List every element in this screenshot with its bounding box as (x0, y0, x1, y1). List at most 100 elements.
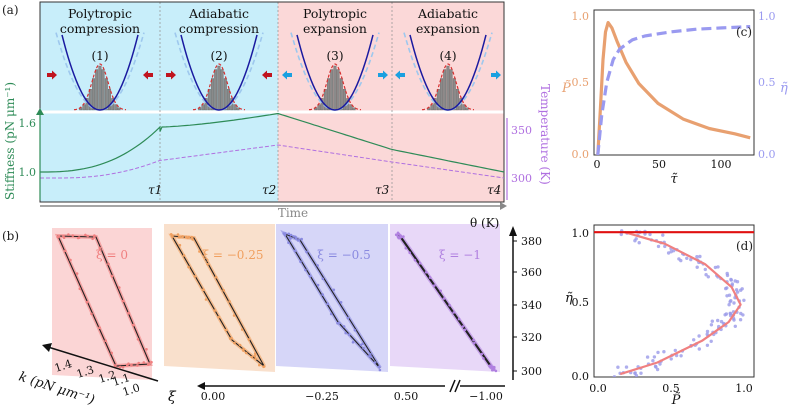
loop-xi-0-point (132, 323, 135, 327)
stage-1-gaussian (73, 63, 127, 111)
loop-xi-0-point (118, 286, 121, 289)
stage-2-parabola (180, 34, 258, 111)
d-scatter-point (648, 232, 652, 237)
stage-4-gaussian (421, 63, 475, 111)
d-scatter-point (653, 364, 658, 368)
loop-xi-025-point (190, 236, 194, 239)
stage-1-hist-bar (117, 107, 121, 111)
tau-1-label: τ1 (148, 183, 162, 197)
d-scatter-point (733, 279, 737, 283)
loop-xi-0-point (98, 246, 102, 250)
time-axis-arrow (500, 202, 507, 210)
loop-xi-05-point (342, 325, 346, 328)
xi-tick-025: −0.25 (305, 390, 339, 403)
k-tick-1.4: 1.4 (53, 357, 74, 375)
time-axis-label: Time (278, 206, 308, 220)
d-scatter-point (639, 371, 643, 375)
stiffness-line (40, 112, 505, 173)
loop-xi-05-point (293, 249, 297, 253)
loop-xi-05-point (378, 368, 382, 372)
stage-4-hist-bar (440, 78, 443, 111)
stage-3-hist-bar (320, 98, 324, 111)
loop-xi-0-point (64, 249, 67, 253)
loop-xi-0-point (126, 363, 129, 367)
panel-b: (b) ξ = 0 ξ = −0.25 ξ = −0.5 ξ = −1 θ (K… (2, 216, 542, 406)
loop-xi-05-point (368, 354, 371, 358)
loop-xi-1-point (404, 246, 408, 250)
d-scatter-point (633, 371, 637, 375)
loop-xi-0-point (127, 311, 130, 315)
loop-xi-1-point (394, 233, 398, 236)
loop-xi-0-point (121, 299, 125, 303)
loop-xi-1-point (402, 235, 405, 238)
temperature-tick-350: 350 (511, 124, 532, 137)
panel-d-label: (d) (736, 239, 753, 253)
stage-2-arrow (166, 70, 176, 80)
stage-3-parabola (296, 34, 374, 111)
d-scatter-point (673, 348, 677, 353)
loop-xi-1-point (428, 276, 432, 279)
stage-3-hist-bar (349, 104, 353, 111)
loop-xi-1-point (448, 303, 451, 307)
loop-xi-1-point (463, 328, 467, 332)
loop-xi-025-point (198, 250, 201, 253)
loop-xi-025-point (262, 365, 265, 369)
d-scatter-point (666, 251, 671, 255)
d-fit-curve (619, 231, 742, 376)
d-scatter-point (658, 362, 662, 366)
d-y-axis-label: η̃ (565, 291, 573, 306)
d-scatter-point (716, 265, 720, 269)
stage-1-arrow (47, 70, 57, 80)
loop-xi-0-point (118, 365, 122, 369)
d-scatter-point (732, 318, 736, 322)
d-scatter-point (725, 294, 729, 298)
loop-xi-0-point (145, 348, 148, 351)
loop-xi-0-point (78, 287, 82, 291)
d-y-tick-0: 0.0 (572, 370, 590, 383)
xi-tick-050: 0.50 (394, 390, 419, 403)
loop-xi-05-point (287, 232, 291, 236)
loop-xi-0-point (71, 234, 75, 237)
stage-1-title-2: compression (60, 21, 140, 36)
loop-xi-025-point (233, 341, 236, 345)
loop-xi-0-point (150, 360, 153, 364)
loop-xi-1-point (439, 289, 443, 293)
stage-3-hist-bar (352, 107, 356, 111)
stage-3-hist-bar (339, 78, 343, 111)
d-scatter-point (662, 350, 666, 354)
stage-3-title-1: Polytropic (303, 6, 367, 21)
d-scatter-point (637, 241, 641, 245)
loop-xi-025-point (182, 254, 186, 257)
d-scatter-point (716, 318, 720, 323)
d-scatter-point (695, 255, 699, 259)
d-scatter-point (697, 334, 701, 338)
stiffness-tick-1.0: 1.0 (19, 166, 37, 179)
stage-3-hist-bar (336, 69, 340, 111)
loop-xi-0-point (62, 236, 66, 239)
loop-xi-025-point (254, 357, 257, 361)
d-scatter-point (616, 365, 620, 369)
loop-xi-025-point (214, 275, 218, 279)
loop-xi-025-point (238, 343, 242, 347)
loop-xi-1-point (488, 364, 492, 368)
panel-a-frame (39, 1, 505, 203)
tau-2-label: τ2 (262, 183, 276, 197)
xi-05-label: ξ = −0.5 (317, 248, 370, 262)
stage-1-title-1: Polytropic (68, 6, 132, 21)
d-scatter-point (725, 271, 729, 276)
panel-a-label: (a) (2, 3, 19, 17)
d-scatter-point (724, 312, 729, 316)
d-scatter-point (677, 257, 681, 261)
d-scatter-point (742, 298, 746, 302)
c-x-axis-label: τ̃ (670, 172, 678, 187)
c-right-tick-0: 0.0 (758, 148, 776, 161)
loop-xi-025-point (222, 289, 225, 292)
c-right-axis-label: η̃ (780, 81, 788, 96)
stage-4-hist-bar (446, 65, 450, 111)
loop-xi-025-point (244, 351, 248, 355)
stage-2-hist-bar (236, 107, 240, 111)
loop-xi-05-point (337, 321, 341, 325)
panel-b-label: (b) (2, 229, 19, 243)
loop-xi-025-point (176, 233, 180, 236)
protocol-curves (40, 112, 505, 179)
